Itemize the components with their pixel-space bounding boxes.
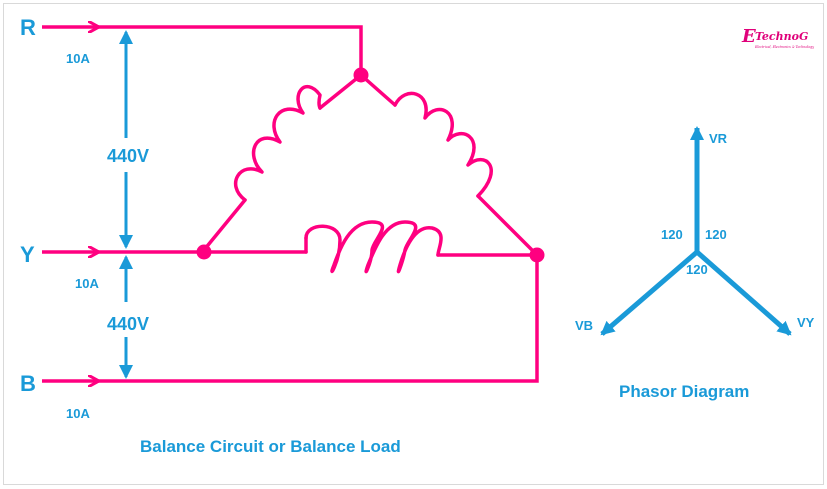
b-line (98, 255, 539, 383)
phasor-diagram (600, 126, 792, 336)
delta-load (202, 73, 539, 274)
node-right (529, 247, 545, 263)
angle-label-right: 120 (705, 227, 727, 242)
frame-border (3, 3, 824, 485)
phasor-vb (600, 250, 699, 336)
logo-tagline: Electrical, Electronics & Technology (754, 45, 814, 49)
phasor-vb-label: VB (575, 318, 593, 333)
r-line (98, 25, 363, 75)
phasor-vy-label: VY (797, 315, 815, 330)
angle-label-left: 120 (661, 227, 683, 242)
left-lead-bottom (202, 198, 247, 252)
current-b-label: 10A (66, 406, 90, 421)
current-y-label: 10A (75, 276, 99, 291)
phasor-vr-label: VR (709, 131, 728, 146)
logo-initial: E (741, 26, 756, 47)
phase-r-label: R (20, 15, 36, 40)
angle-label-bottom: 120 (686, 262, 708, 277)
phasor-vy (695, 250, 792, 336)
voltage-yb-label: 440V (107, 314, 149, 334)
left-lead-top (318, 73, 363, 110)
circuit-caption: Balance Circuit or Balance Load (140, 437, 401, 456)
logo-text: TechnoG (755, 30, 808, 43)
phase-y-label: Y (20, 242, 35, 267)
phase-b-label: B (20, 371, 36, 396)
node-top (353, 67, 369, 83)
phasor-caption: Phasor Diagram (619, 382, 749, 401)
current-r-label: 10A (66, 51, 90, 66)
etechnog-logo: E TechnoG Electrical, Electronics & Tech… (741, 26, 814, 49)
voltage-ry-label: 440V (107, 146, 149, 166)
right-lead-bottom (476, 194, 539, 257)
coil-bottom (304, 220, 443, 274)
supply-lines (42, 25, 539, 383)
coil-right (393, 91, 493, 198)
coil-left (233, 85, 322, 202)
node-left (196, 244, 212, 260)
right-lead-top (359, 73, 397, 107)
